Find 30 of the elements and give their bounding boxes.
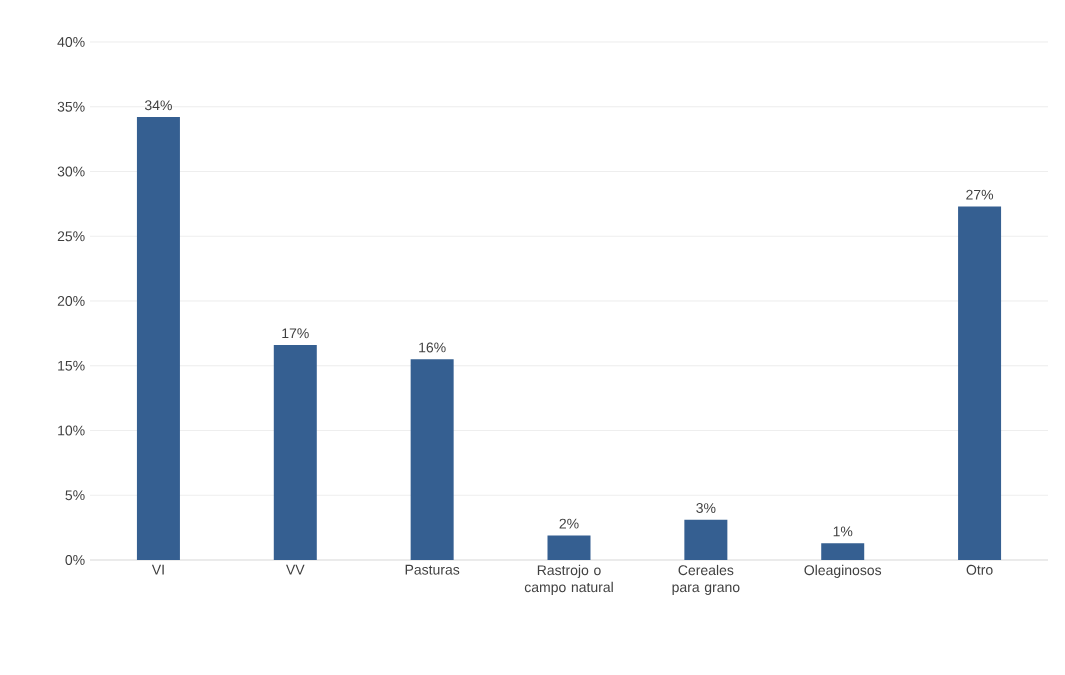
x-tick-label: Cereales para grano bbox=[672, 564, 740, 595]
y-tick-label: 5% bbox=[65, 490, 85, 501]
bar bbox=[547, 535, 591, 560]
x-tick-label: Oleaginosos bbox=[804, 564, 882, 578]
y-tick-label: 25% bbox=[57, 231, 85, 242]
data-label: 16% bbox=[419, 342, 446, 353]
y-tick-label: 40% bbox=[57, 37, 85, 47]
bar bbox=[410, 359, 454, 560]
y-tick-label: 0% bbox=[65, 555, 85, 565]
data-label: 34% bbox=[144, 100, 172, 111]
bar bbox=[821, 543, 865, 560]
data-label: 2% bbox=[559, 518, 579, 529]
bar bbox=[958, 206, 1002, 560]
y-tick-label: 15% bbox=[58, 360, 85, 371]
data-label: 1% bbox=[833, 526, 853, 537]
x-tick-label: Rastrojo o campo natural bbox=[524, 564, 613, 595]
y-tick-label: 10% bbox=[58, 425, 85, 436]
x-tick-label: VV bbox=[286, 564, 305, 575]
y-tick-label: 30% bbox=[57, 166, 85, 177]
y-tick-label: 20% bbox=[57, 296, 85, 306]
bar bbox=[136, 117, 180, 560]
x-tick-label: Pasturas bbox=[405, 564, 460, 575]
data-label: 27% bbox=[966, 189, 994, 200]
bar bbox=[684, 519, 728, 560]
x-tick-label: Otro bbox=[966, 564, 993, 575]
data-label: 17% bbox=[282, 328, 309, 339]
y-tick-label: 35% bbox=[57, 101, 85, 112]
bar bbox=[273, 345, 317, 560]
x-tick-label: VI bbox=[151, 564, 164, 575]
data-label: 3% bbox=[696, 503, 716, 513]
